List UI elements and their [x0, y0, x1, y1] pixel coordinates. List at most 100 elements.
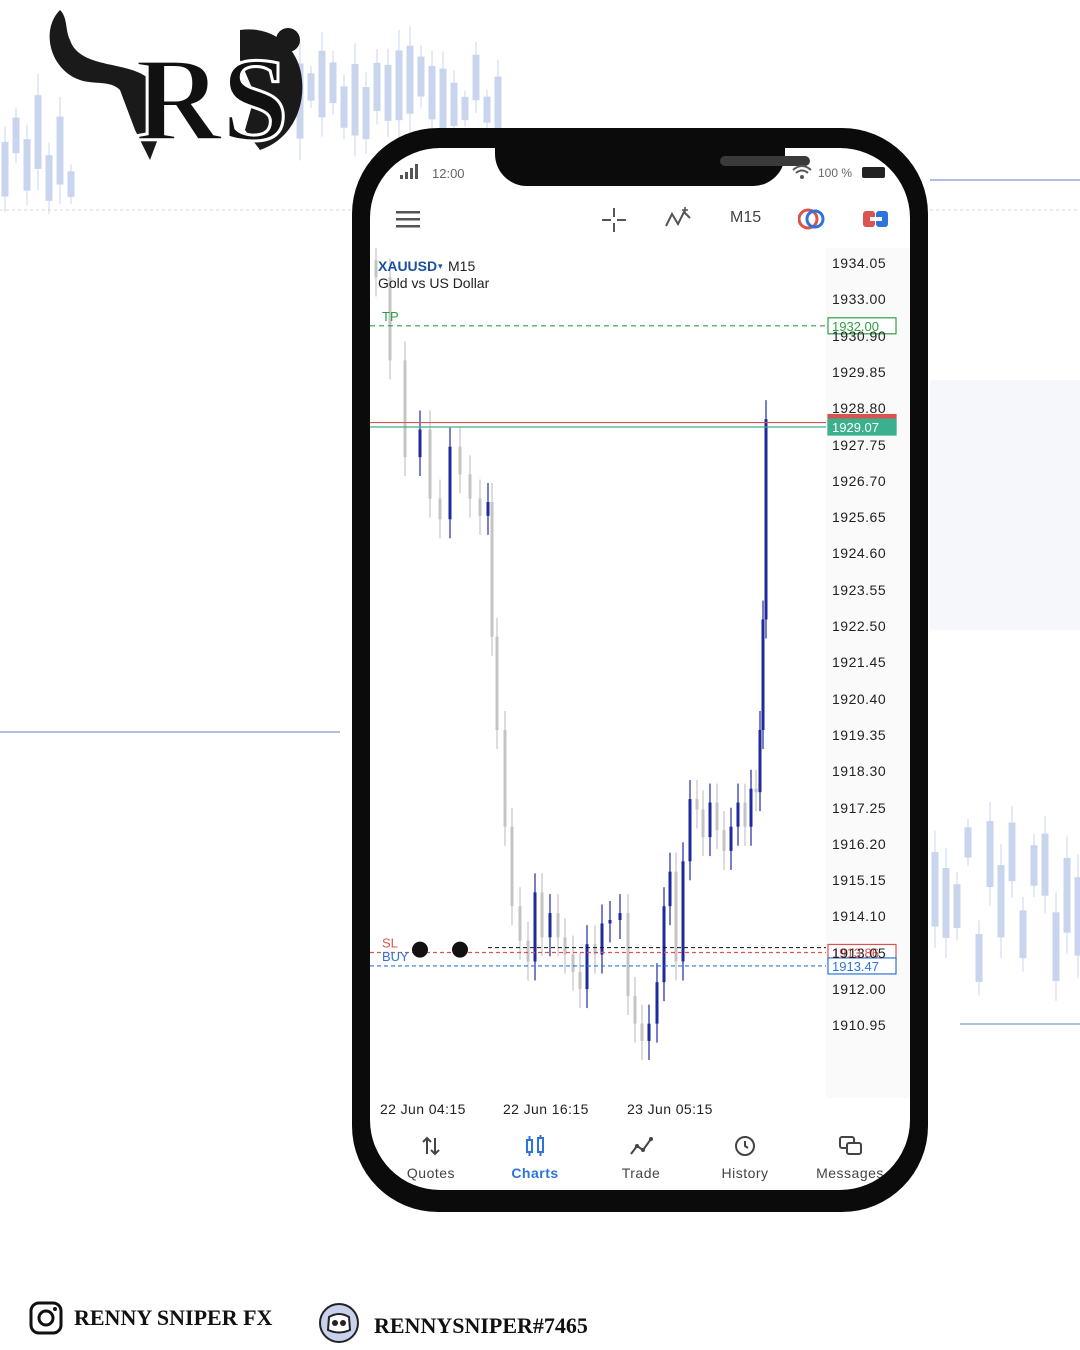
- price-axis-label: 1914.10: [832, 908, 887, 925]
- bg-candle-body: [23, 139, 31, 191]
- price-axis-label: 1917.25: [832, 799, 887, 816]
- bg-candle-body: [461, 96, 469, 121]
- candle-body: [428, 429, 432, 499]
- phone-frame: 12:00 100 % M15: [352, 128, 928, 1212]
- tab-messages[interactable]: Messages: [800, 1133, 900, 1181]
- tp-price-box: [827, 317, 897, 335]
- tab-history[interactable]: History: [695, 1133, 795, 1181]
- bg-candle-body: [318, 50, 326, 118]
- bg-candle-body: [953, 884, 961, 928]
- bg-candle-body: [975, 934, 983, 982]
- candle-body: [681, 861, 685, 962]
- price-axis-label: 1928.80: [832, 400, 887, 417]
- symbol-caret-icon[interactable]: ▾: [438, 261, 443, 271]
- bg-candle-body: [986, 821, 994, 888]
- price-axis-label: 1919.35: [832, 726, 887, 743]
- notch: [495, 148, 810, 186]
- circle-objects-icon[interactable]: [798, 207, 826, 231]
- candle-body: [585, 944, 589, 990]
- instagram-icon: [29, 1301, 63, 1335]
- discord-handle: RENNYSNIPER#7465: [318, 1302, 588, 1344]
- candle-body: [518, 906, 522, 941]
- bg-candle-body: [1063, 857, 1071, 933]
- candle-body: [640, 1023, 644, 1041]
- bg-candle-body: [67, 171, 75, 197]
- time-axis-label: 22 Jun 16:15: [503, 1101, 589, 1117]
- candles-icon: [526, 1135, 544, 1156]
- tab-label: History: [721, 1165, 769, 1181]
- candle-body: [548, 913, 552, 938]
- price-axis-label: 1918.30: [832, 763, 887, 780]
- crosshair-icon[interactable]: [600, 206, 628, 234]
- symbol-description: Gold vs US Dollar: [378, 275, 490, 291]
- bg-candle-body: [340, 86, 348, 128]
- candle-body: [729, 826, 733, 851]
- price-axis-label: 1922.50: [832, 618, 887, 634]
- drag-handle[interactable]: [412, 941, 428, 958]
- price-axis-label: 1927.75: [832, 436, 887, 453]
- price-axis-label: 1921.45: [832, 654, 887, 671]
- bg-candle-body: [428, 65, 436, 120]
- candle-body: [374, 260, 378, 278]
- candle-body: [526, 940, 530, 962]
- candle-body: [695, 799, 699, 810]
- bg-candle-body: [1052, 912, 1060, 982]
- battery-percent: 100 %: [818, 166, 853, 180]
- price-axis-label: 1910.95: [832, 1017, 887, 1034]
- bg-candle-body: [1041, 833, 1049, 896]
- time-axis-label: 22 Jun 04:15: [380, 1101, 466, 1117]
- bg-candle-body: [329, 62, 337, 104]
- timeframe-button[interactable]: M15: [730, 209, 762, 226]
- price-chart[interactable]: 1932.00TP1929.21929.071913.86SL1913.47BU…: [370, 248, 910, 1098]
- tp-price-label: 1932.00: [832, 319, 879, 334]
- tab-quotes[interactable]: Quotes: [381, 1133, 481, 1181]
- price-axis-label: 1920.40: [832, 690, 887, 707]
- drag-handle[interactable]: [452, 941, 468, 958]
- candle-body: [486, 502, 490, 516]
- candle-body: [688, 799, 692, 862]
- price-axis-label: 1912.00: [832, 981, 887, 997]
- bg-candle-body: [1, 141, 9, 197]
- candle-body: [647, 1023, 651, 1041]
- tab-trade[interactable]: Trade: [591, 1133, 691, 1181]
- bg-candle-body: [931, 852, 939, 927]
- bg-candle-body: [483, 96, 491, 123]
- tab-label: Trade: [621, 1165, 661, 1181]
- messages-icon: [839, 1136, 862, 1155]
- menu-icon[interactable]: [396, 210, 422, 228]
- candle-body: [571, 954, 575, 972]
- candle-body: [743, 802, 747, 827]
- price-axis-label: 1926.70: [832, 472, 887, 489]
- candle-body: [540, 892, 544, 938]
- candle-body: [388, 277, 392, 361]
- wifi-icon: [792, 165, 812, 179]
- signal-icon: [400, 164, 418, 179]
- bg-candle-body: [384, 64, 392, 121]
- one-click-trade-icon[interactable]: [862, 209, 890, 229]
- buy-price-box: [827, 957, 897, 975]
- bg-candle-body: [362, 87, 370, 140]
- discord-text: RENNYSNIPER#7465: [374, 1313, 588, 1338]
- candle-body: [608, 920, 612, 924]
- bg-candle-body: [942, 868, 950, 938]
- arrows-updown-icon: [422, 1136, 440, 1156]
- tab-charts[interactable]: Charts: [485, 1133, 585, 1181]
- price-axis-label: 1929.85: [832, 363, 887, 380]
- price-axis-label: 1923.55: [832, 581, 887, 598]
- candle-body: [418, 429, 422, 458]
- candle-body: [708, 802, 712, 838]
- symbol-name[interactable]: XAUUSD: [378, 258, 438, 274]
- candle-body: [490, 502, 494, 637]
- candle-body: [510, 826, 514, 907]
- bid-price-box: [827, 418, 897, 436]
- candle-body: [722, 830, 726, 851]
- bg-candle-body: [1030, 845, 1038, 886]
- tab-label: Quotes: [406, 1165, 456, 1181]
- indicators-icon[interactable]: [664, 206, 694, 232]
- discord-icon: [319, 1303, 359, 1343]
- candle-body: [448, 446, 452, 520]
- trade-line-icon: [630, 1137, 653, 1155]
- tp-tag: TP: [382, 309, 399, 324]
- candle-body: [503, 730, 507, 827]
- bg-candle-body: [351, 63, 359, 136]
